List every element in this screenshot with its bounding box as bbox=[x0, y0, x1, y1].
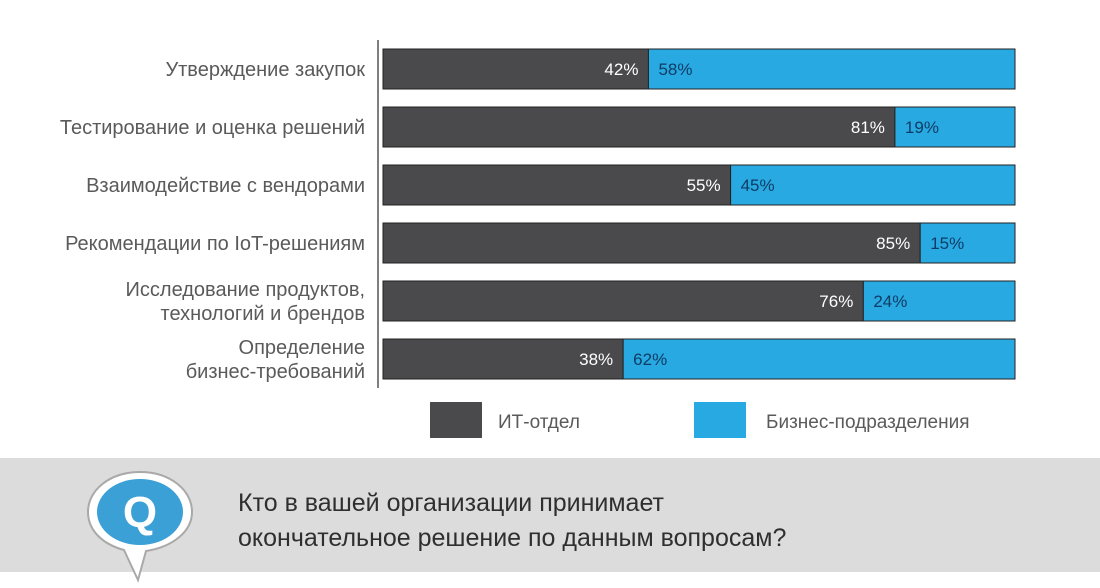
data-label: 85% bbox=[876, 234, 910, 253]
question-line: окончательное решение по данным вопросам… bbox=[238, 524, 787, 552]
data-label: 15% bbox=[930, 234, 964, 253]
bar-it bbox=[382, 164, 732, 206]
question-text: Кто в вашей организации принимает оконча… bbox=[238, 486, 1058, 556]
data-label: 19% bbox=[905, 118, 939, 137]
bar-business bbox=[862, 280, 1016, 322]
stacked-bar-chart: Утверждение закупок 42% 58% Тестирование и … bbox=[60, 40, 1016, 438]
data-label: 38% bbox=[579, 350, 613, 369]
question-bubble-icon: Q bbox=[86, 470, 194, 583]
category-label: бизнес-требований bbox=[186, 361, 365, 383]
data-label: 42% bbox=[604, 60, 638, 79]
badge-letter: Q bbox=[123, 488, 157, 537]
bar-business bbox=[622, 338, 1016, 380]
bar-business bbox=[730, 164, 1016, 206]
legend-label: Бизнес-подразделения bbox=[766, 412, 970, 433]
data-label: 58% bbox=[658, 60, 692, 79]
data-label: 76% bbox=[819, 292, 853, 311]
legend-swatch bbox=[694, 402, 746, 438]
category-label: технологий и брендов bbox=[161, 303, 365, 325]
data-label: 45% bbox=[741, 176, 775, 195]
category-label: Определение bbox=[239, 337, 365, 359]
data-label: 81% bbox=[851, 118, 885, 137]
bar-it bbox=[382, 222, 921, 264]
category-label: Рекомендации по IoT-решениям bbox=[65, 233, 365, 255]
category-label: Утверждение закупок bbox=[165, 59, 365, 81]
question-footer: Q Кто в вашей организации принимает окон… bbox=[0, 458, 1100, 583]
data-label: 55% bbox=[687, 176, 721, 195]
bar-business bbox=[647, 48, 1016, 90]
question-line: Кто в вашей организации принимает bbox=[238, 489, 664, 517]
legend-label: ИТ-отдел bbox=[498, 412, 580, 433]
category-label: Исследование продуктов, bbox=[126, 279, 365, 301]
legend-swatch bbox=[430, 402, 482, 438]
bar-business bbox=[919, 222, 1016, 264]
category-label: Тестирование и оценка решений bbox=[60, 117, 365, 139]
bar-business bbox=[894, 106, 1016, 148]
data-label: 62% bbox=[633, 350, 667, 369]
bar-it bbox=[382, 106, 896, 148]
data-label: 24% bbox=[873, 292, 907, 311]
bar-it bbox=[382, 280, 864, 322]
category-label: Взаимодействие с вендорами bbox=[86, 175, 365, 197]
bar-it bbox=[382, 338, 624, 380]
